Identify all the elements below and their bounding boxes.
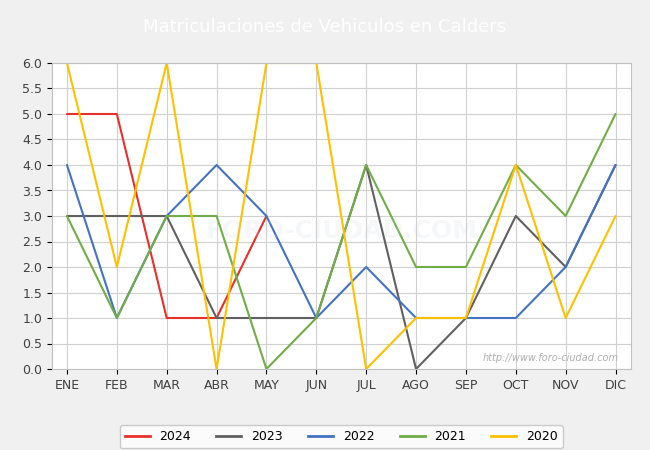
Text: Matriculaciones de Vehiculos en Calders: Matriculaciones de Vehiculos en Calders <box>144 18 506 36</box>
Legend: 2024, 2023, 2022, 2021, 2020: 2024, 2023, 2022, 2021, 2020 <box>120 425 563 449</box>
Text: FORO-CIUDAD.COM: FORO-CIUDAD.COM <box>205 219 477 243</box>
Text: http://www.foro-ciudad.com: http://www.foro-ciudad.com <box>483 353 619 363</box>
